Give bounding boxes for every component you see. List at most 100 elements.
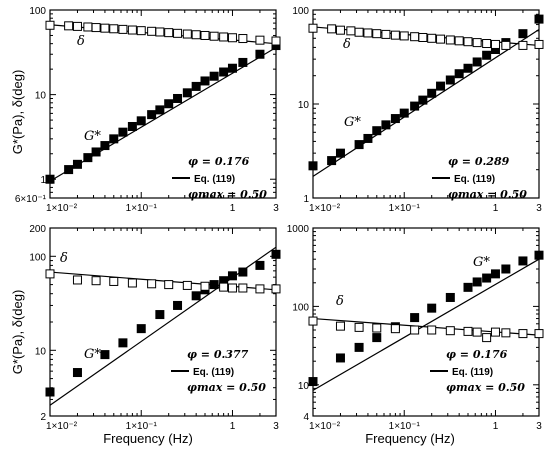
data-point-g	[454, 69, 464, 79]
data-point-g	[164, 99, 174, 109]
y-tick-label: 200	[29, 224, 46, 235]
data-point-g	[83, 153, 93, 163]
data-point-delta	[127, 25, 137, 35]
y-tick-label: 100	[292, 6, 309, 17]
data-point-delta	[227, 33, 237, 43]
data-point-delta	[501, 328, 511, 338]
data-point-delta	[518, 40, 528, 50]
x-tick-label: 3	[536, 203, 542, 214]
data-point-g	[372, 126, 382, 136]
data-point-delta	[501, 40, 511, 50]
data-point-g	[238, 57, 248, 67]
y-tick-label: 100	[292, 302, 309, 313]
data-point-g	[200, 76, 210, 86]
annotation-phimax: φmax = 0.50	[446, 381, 525, 394]
annotation-phimax: φmax = 0.50	[188, 188, 267, 201]
y-tick-label: 10	[35, 346, 47, 357]
data-point-delta	[472, 327, 482, 337]
data-point-delta	[518, 329, 528, 339]
y-axis-label-bottom: G*(Pa), δ(deg)	[10, 290, 25, 375]
data-point-delta	[482, 333, 492, 343]
data-point-delta	[354, 27, 364, 37]
data-point-delta	[45, 269, 55, 279]
data-point-delta	[155, 27, 165, 37]
data-point-delta	[463, 37, 473, 47]
data-point-delta	[472, 38, 482, 48]
data-point-delta	[327, 24, 337, 34]
data-point-delta	[399, 31, 409, 41]
series-label-delta: δ	[77, 34, 85, 49]
data-point-delta	[109, 24, 119, 34]
fit-line-d	[49, 271, 277, 291]
data-point-g	[91, 147, 101, 157]
data-point-delta	[463, 326, 473, 336]
data-point-delta	[255, 35, 265, 45]
y-tick-label: 2	[40, 412, 46, 423]
series-label-delta: δ	[343, 37, 351, 52]
data-point-delta	[147, 279, 157, 289]
x-tick-label: 1×10⁻¹	[126, 421, 158, 432]
data-point-g	[354, 342, 364, 352]
x-tick-label: 1	[230, 203, 236, 214]
y-tick-label: 4	[303, 412, 309, 423]
data-point-delta	[164, 280, 174, 290]
data-point-delta	[271, 284, 281, 294]
data-point-g	[501, 264, 511, 274]
data-point-g	[463, 282, 473, 292]
x-tick-label: 1×10⁻²	[46, 421, 78, 432]
data-point-delta	[445, 35, 455, 45]
data-point-g	[155, 310, 165, 320]
data-point-g	[271, 249, 281, 259]
data-point-g	[436, 81, 446, 91]
data-point-g	[72, 159, 82, 169]
series-label-delta: δ	[60, 251, 68, 266]
data-point-delta	[271, 36, 281, 46]
x-tick-label: 1	[493, 203, 499, 214]
data-point-g	[155, 105, 165, 115]
data-point-delta	[136, 26, 146, 36]
data-point-g	[173, 93, 183, 103]
annotation-eq: Eq. (119)	[194, 174, 235, 185]
data-point-delta	[410, 325, 420, 335]
data-point-delta	[490, 39, 500, 49]
data-point-delta	[255, 284, 265, 294]
data-point-g	[445, 75, 455, 85]
chart-panel-4: 1×10⁻² 1×10⁻¹ 1 3 4 10 100 1000 G* δ φ = 0.176 Eq. …	[287, 224, 544, 432]
fit-line-g	[49, 246, 277, 406]
y-axis-label-top: G*(Pa), δ(deg)	[10, 70, 25, 155]
x-tick-label: 1×10⁻¹	[389, 421, 421, 432]
data-point-delta	[109, 276, 119, 286]
data-point-delta	[372, 323, 382, 333]
data-point-g	[209, 280, 219, 290]
data-point-g	[472, 57, 482, 67]
data-point-delta	[72, 275, 82, 285]
data-point-g	[308, 161, 318, 171]
data-point-delta	[335, 25, 345, 35]
data-point-delta	[182, 29, 192, 39]
data-point-delta	[335, 321, 345, 331]
data-point-g	[482, 50, 492, 60]
y-tick-label: 1	[303, 194, 309, 205]
annotation-phi: φ = 0.176	[446, 348, 508, 361]
data-point-g	[136, 324, 146, 334]
y-tick-label: 10	[35, 91, 47, 102]
data-point-delta	[427, 325, 437, 335]
data-point-delta	[100, 23, 110, 33]
data-point-delta	[182, 280, 192, 290]
plot-frame	[49, 9, 277, 199]
data-point-g	[534, 250, 544, 260]
data-point-g	[427, 303, 437, 313]
data-point-g	[308, 377, 318, 387]
data-point-g	[482, 273, 492, 283]
data-point-g	[327, 156, 337, 166]
x-tick-label: 3	[536, 421, 542, 432]
data-point-delta	[91, 276, 101, 286]
data-point-delta	[200, 281, 210, 291]
data-point-delta	[118, 24, 128, 34]
data-point-delta	[427, 33, 437, 43]
series-label-g: G*	[84, 129, 101, 144]
data-point-delta	[147, 26, 157, 36]
x-axis-label-left: Frequency (Hz)	[103, 431, 193, 446]
y-tick-label: 6×10⁻¹	[15, 194, 47, 205]
data-point-delta	[227, 283, 237, 293]
